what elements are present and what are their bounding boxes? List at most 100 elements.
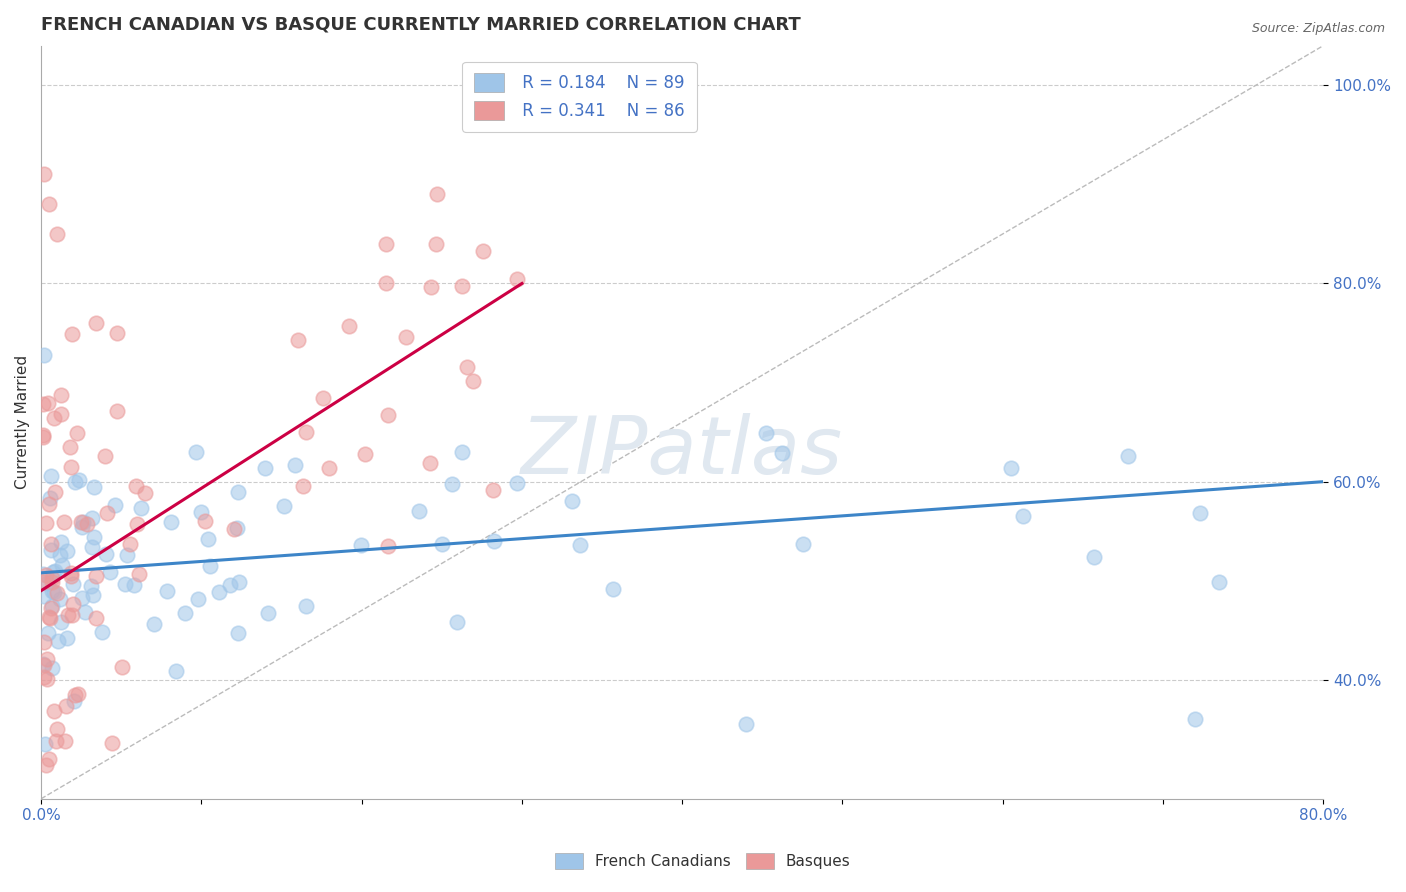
Point: [70, 519, 93, 533]
Point: [190, 505, 212, 519]
Point: [1000, 461, 1022, 475]
Point: [63, 688, 86, 702]
Point: [32, 658, 55, 673]
Point: [1011, 509, 1033, 524]
Point: [75, 605, 97, 619]
Point: [160, 515, 183, 529]
Point: [49, 548, 72, 562]
Point: [76, 517, 98, 532]
Point: [1184, 713, 1206, 727]
Point: [219, 578, 242, 592]
Legend:  R = 0.184    N = 89,  R = 0.341    N = 86: R = 0.184 N = 89, R = 0.341 N = 86: [463, 62, 697, 132]
Point: [44, 704, 66, 718]
Point: [32, 566, 55, 581]
Point: [41, 574, 63, 589]
Point: [91, 625, 114, 640]
Point: [117, 549, 139, 563]
Point: [156, 584, 179, 599]
Point: [49, 388, 72, 402]
Point: [51, 558, 73, 572]
Point: [284, 458, 307, 472]
Point: [62, 694, 84, 708]
Point: [94, 449, 117, 463]
Point: [34, 168, 56, 182]
Point: [38, 752, 60, 766]
Point: [55, 543, 77, 558]
Point: [55, 699, 77, 714]
Point: [1208, 574, 1230, 589]
Point: [755, 426, 778, 441]
Point: [83, 530, 105, 544]
Point: [60, 607, 83, 622]
Point: [46, 586, 69, 600]
Point: [46, 227, 69, 241]
Point: [62, 597, 84, 611]
Point: [770, 446, 793, 460]
Point: [31, 428, 53, 442]
Point: [426, 186, 449, 201]
Point: [51, 615, 73, 630]
Y-axis label: Currently Married: Currently Married: [15, 355, 30, 490]
Point: [49, 591, 72, 606]
Point: [35, 757, 58, 772]
Point: [51, 407, 73, 421]
Point: [224, 522, 246, 536]
Point: [39, 611, 62, 625]
Point: [1116, 449, 1139, 463]
Point: [441, 477, 464, 491]
Point: [374, 236, 396, 251]
Point: [44, 410, 66, 425]
Point: [273, 499, 295, 513]
Point: [32, 635, 55, 649]
Point: [84, 568, 107, 582]
Point: [82, 511, 104, 525]
Point: [83, 480, 105, 494]
Point: [482, 483, 505, 497]
Point: [56, 607, 79, 622]
Point: [65, 475, 87, 489]
Point: [59, 440, 82, 454]
Point: [37, 626, 59, 640]
Point: [35, 576, 58, 591]
Point: [56, 631, 79, 645]
Point: [37, 396, 59, 410]
Point: [484, 534, 506, 549]
Point: [69, 515, 91, 529]
Point: [456, 359, 478, 374]
Point: [69, 473, 91, 487]
Point: [226, 484, 249, 499]
Point: [408, 504, 430, 518]
Point: [226, 521, 249, 535]
Point: [31, 397, 53, 411]
Point: [419, 456, 441, 470]
Point: [425, 236, 447, 251]
Point: [134, 485, 156, 500]
Point: [67, 687, 90, 701]
Point: [44, 734, 66, 748]
Point: [42, 585, 65, 599]
Point: [82, 588, 104, 602]
Point: [451, 278, 474, 293]
Point: [38, 610, 60, 624]
Point: [101, 736, 124, 750]
Point: [60, 460, 83, 475]
Point: [104, 498, 127, 512]
Point: [165, 664, 187, 678]
Point: [375, 276, 398, 290]
Point: [39, 537, 62, 551]
Point: [105, 404, 128, 418]
Point: [34, 348, 56, 362]
Point: [131, 500, 153, 515]
Point: [561, 494, 583, 508]
Point: [350, 538, 373, 552]
Point: [114, 576, 136, 591]
Point: [35, 673, 58, 687]
Point: [506, 272, 529, 286]
Point: [446, 615, 468, 629]
Point: [39, 468, 62, 483]
Point: [142, 617, 165, 632]
Point: [37, 652, 59, 666]
Text: Source: ZipAtlas.com: Source: ZipAtlas.com: [1251, 22, 1385, 36]
Point: [80, 579, 103, 593]
Point: [111, 660, 134, 674]
